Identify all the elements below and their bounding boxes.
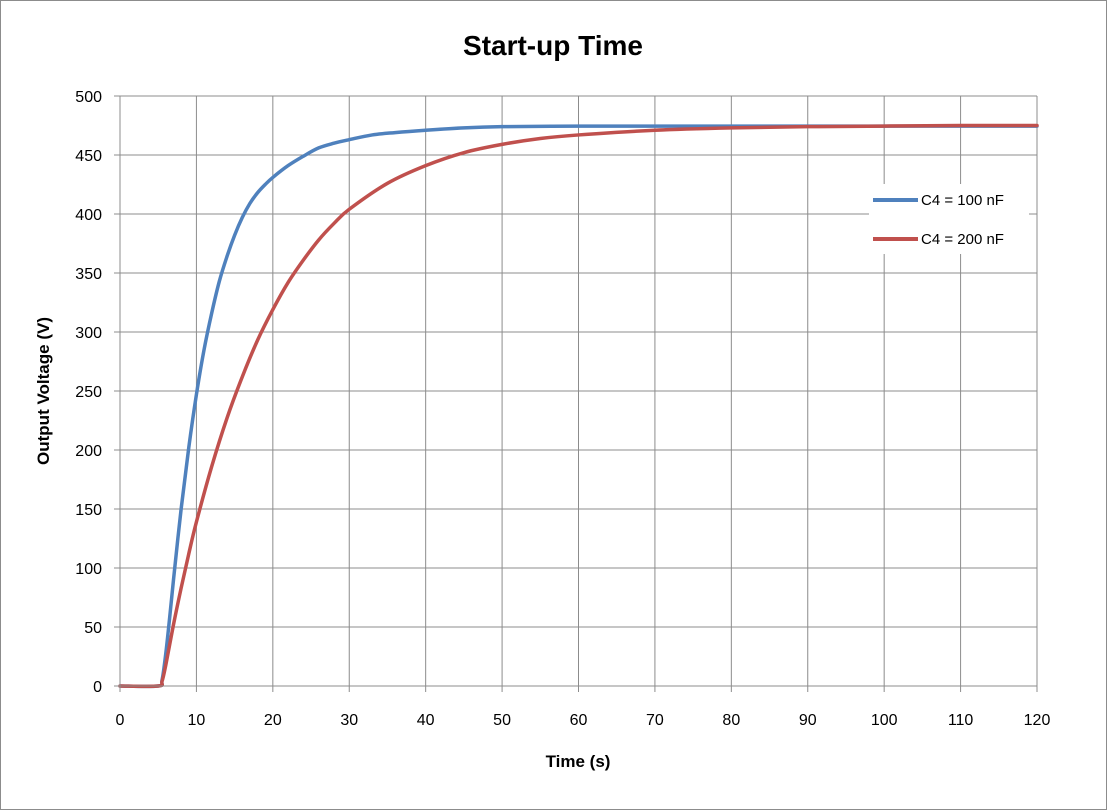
x-tick-label: 60	[570, 712, 588, 729]
x-tick-label: 40	[417, 712, 435, 729]
x-tick-label: 80	[722, 712, 740, 729]
y-tick-label: 400	[75, 207, 102, 224]
axes	[114, 95, 1038, 692]
legend-label-1: C4 = 100 nF	[921, 192, 1004, 209]
y-tick-label: 350	[75, 266, 102, 283]
y-axis-title: Output Voltage (V)	[34, 317, 53, 465]
legend: C4 = 100 nF C4 = 200 nF	[869, 184, 1029, 254]
x-tick-label: 30	[340, 712, 358, 729]
chart-title: Start-up Time	[463, 30, 643, 61]
y-tick-label: 100	[75, 561, 102, 578]
series-line-2	[118, 123, 1039, 689]
y-tick-label: 50	[84, 620, 102, 637]
series-lines	[118, 123, 1039, 689]
x-tick-label: 20	[264, 712, 282, 729]
y-tick-label: 300	[75, 325, 102, 342]
x-tick-label: 90	[799, 712, 817, 729]
x-tick-label: 50	[493, 712, 511, 729]
legend-label-2: C4 = 200 nF	[921, 231, 1004, 248]
x-axis-title: Time (s)	[546, 752, 611, 771]
y-tick-label: 150	[75, 502, 102, 519]
x-tick-label: 0	[116, 712, 125, 729]
x-tick-label: 120	[1024, 712, 1051, 729]
y-tick-label: 200	[75, 443, 102, 460]
x-tick-label: 70	[646, 712, 664, 729]
series-line-1	[118, 124, 1039, 689]
tick-labels: 0 50 100 150 200 250 300 350 400 450 500 0 10 20 30 40 5…	[75, 89, 1050, 729]
y-tick-label: 250	[75, 384, 102, 401]
x-tick-label: 100	[871, 712, 898, 729]
x-tick-label: 10	[188, 712, 206, 729]
y-tick-label: 450	[75, 148, 102, 165]
y-tick-label: 500	[75, 89, 102, 106]
x-tick-label: 110	[948, 712, 974, 729]
y-tick-label: 0	[93, 679, 102, 696]
legend-box	[869, 184, 1029, 254]
